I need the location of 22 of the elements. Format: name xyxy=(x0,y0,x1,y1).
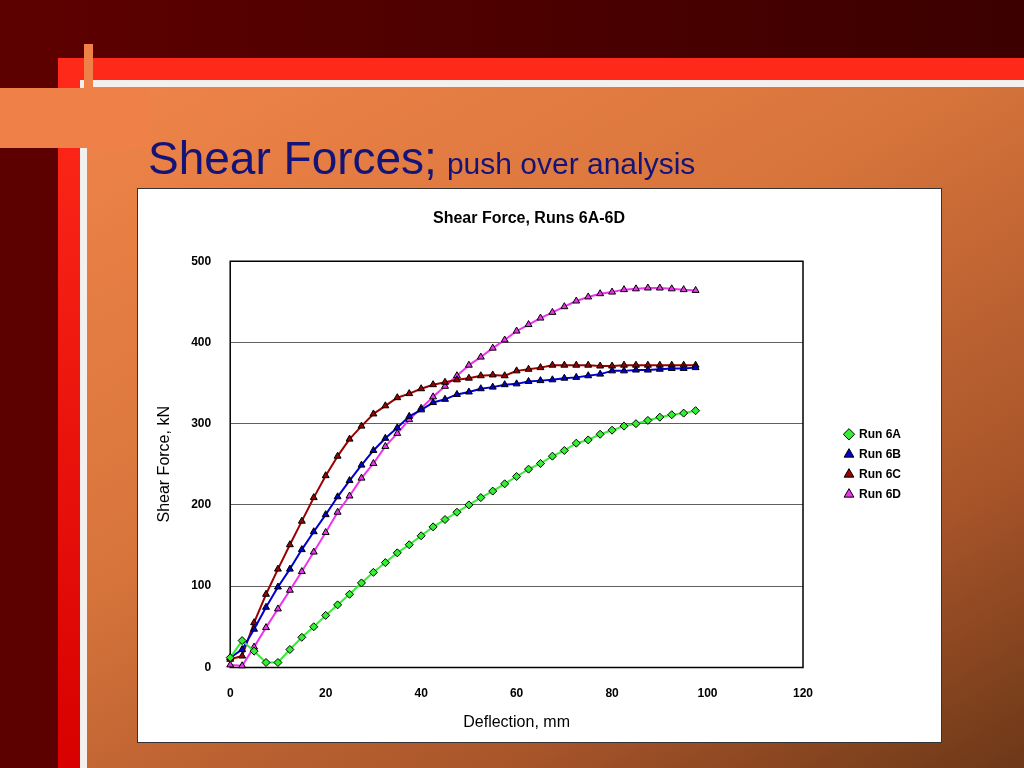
legend-label: Run 6A xyxy=(859,426,902,441)
x-axis-title: Deflection, mm xyxy=(463,712,570,730)
y-tick-label: 300 xyxy=(191,415,212,430)
y-tick-label: 0 xyxy=(204,659,212,674)
legend-label: Run 6B xyxy=(859,446,902,461)
y-tick-label: 500 xyxy=(191,253,212,268)
chart-subtitle: push over analysis xyxy=(446,147,696,180)
x-tick-label: 20 xyxy=(319,685,333,700)
y-tick-label: 100 xyxy=(191,578,212,593)
x-tick-label: 60 xyxy=(509,685,524,700)
y-tick-label: 400 xyxy=(191,334,212,349)
y-tick-label: 200 xyxy=(191,497,212,512)
x-tick-label: 80 xyxy=(605,685,620,700)
legend-label: Run 6D xyxy=(859,486,902,501)
y-axis-title: Shear Force, kN xyxy=(155,406,173,523)
x-tick-label: 40 xyxy=(414,685,429,700)
legend-label: Run 6C xyxy=(859,466,902,481)
text: Shear Force, Runs 6A-6D xyxy=(432,209,626,227)
x-tick-label: 120 xyxy=(792,685,814,700)
x-tick-label: 0 xyxy=(226,685,234,700)
chart-title: Shear Forces; xyxy=(148,132,437,184)
x-tick-label: 100 xyxy=(697,685,718,700)
